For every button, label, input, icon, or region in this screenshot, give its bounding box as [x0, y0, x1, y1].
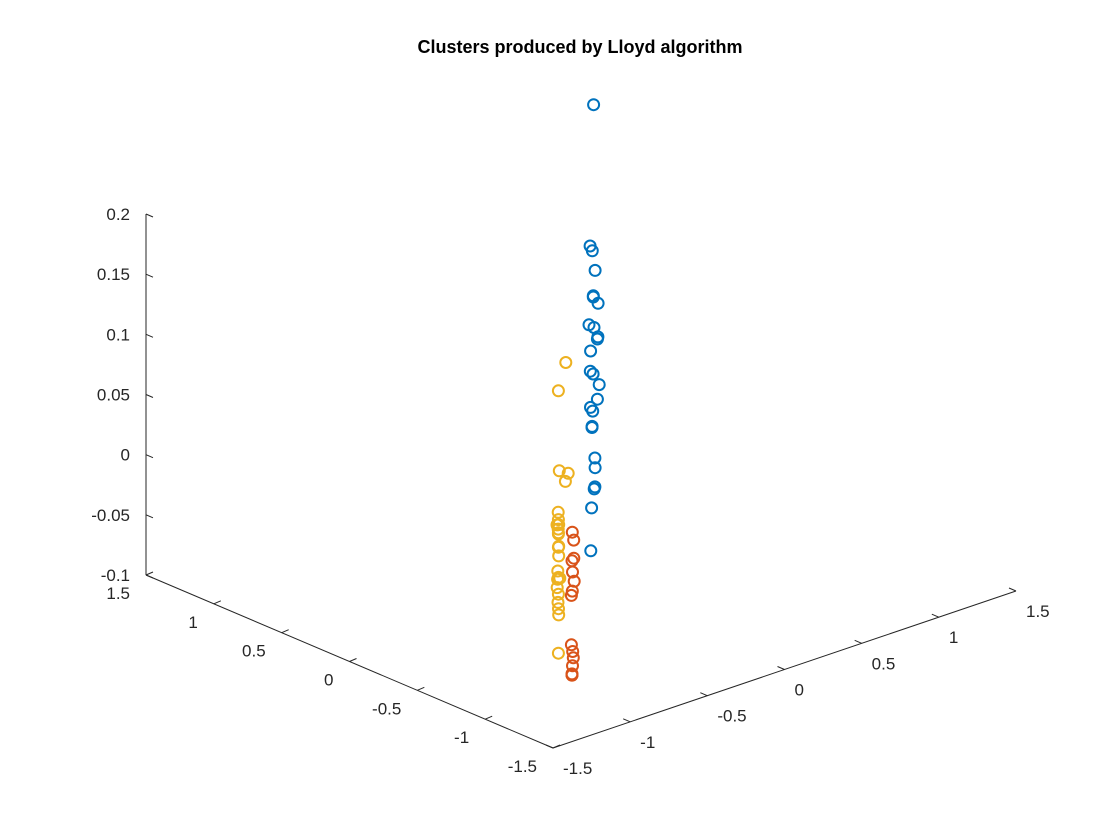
y-tick-label: 1.5	[106, 584, 130, 603]
z-tick-mark	[145, 333, 154, 338]
data-point	[565, 668, 579, 682]
y-tick-label: 0.5	[242, 642, 266, 661]
x-tick-mark	[545, 744, 554, 749]
x-tick-label: -1	[640, 733, 655, 752]
z-tick-label: -0.1	[101, 566, 130, 585]
z-tick-label: 0.05	[97, 386, 130, 405]
z-tick-label: 0.1	[106, 325, 130, 344]
data-point	[586, 367, 600, 381]
z-tick-mark	[145, 394, 154, 398]
y-tick-label: 1	[188, 613, 197, 632]
x-tick-label: 0.5	[872, 654, 896, 673]
data-point	[551, 384, 565, 398]
data-point	[551, 527, 565, 541]
data-point	[552, 464, 566, 478]
series-2	[564, 525, 581, 682]
data-point	[587, 98, 601, 112]
data-point	[553, 571, 567, 585]
y-tick-mark	[145, 571, 154, 576]
data-point	[551, 587, 565, 601]
y-axis-ticks: -1.5 -1 -0.5 0 0.5 1 1.5	[106, 571, 561, 776]
z-tick-mark	[145, 514, 154, 519]
y-tick-mark	[349, 658, 357, 662]
data-point	[551, 595, 565, 609]
plot-points	[550, 98, 606, 682]
data-point	[586, 404, 600, 418]
data-point	[558, 474, 572, 488]
data-point	[566, 565, 579, 579]
data-point	[551, 564, 565, 578]
data-point	[590, 392, 604, 406]
x-tick-label: -0.5	[717, 707, 746, 726]
data-point	[551, 513, 565, 527]
z-tick-mark	[145, 454, 154, 459]
data-point	[588, 480, 602, 494]
z-tick-label: -0.05	[91, 506, 130, 525]
data-point	[566, 651, 580, 665]
data-point	[585, 501, 599, 515]
y-tick-mark	[213, 600, 222, 605]
z-tick-mark	[145, 574, 154, 579]
data-point	[564, 638, 578, 652]
y-tick-label: -0.5	[372, 699, 401, 718]
z-tick-label: 0.15	[97, 265, 130, 284]
data-point	[591, 330, 605, 344]
y-tick-mark	[281, 629, 289, 634]
z-tick-mark	[145, 273, 154, 278]
data-point	[584, 544, 598, 558]
axes-3d: -0.1 -0.05 0 0.05 0.1 0.15 0.2 -1.5 -1 -0.5 0 0.5 1…	[91, 205, 1049, 778]
data-point	[585, 244, 599, 258]
x-tick-label: 1.5	[1026, 602, 1050, 621]
x-tick-mark	[622, 718, 631, 723]
data-point	[552, 549, 566, 563]
z-tick-mark	[145, 213, 154, 218]
chart-title: Clusters produced by Lloyd algorithm	[417, 37, 742, 57]
x-tick-mark	[777, 666, 785, 670]
z-tick-label: 0.2	[106, 205, 130, 224]
x-tick-mark	[1008, 587, 1017, 592]
series-1	[582, 98, 606, 558]
data-point	[588, 451, 602, 465]
x-tick-label: 1	[949, 628, 958, 647]
data-point	[584, 344, 598, 358]
y-tick-label: 0	[324, 671, 333, 690]
y-tick-mark	[552, 744, 561, 749]
z-tick-label: 0	[121, 446, 130, 465]
z-axis-ticks: -0.1 -0.05 0 0.05 0.1 0.15 0.2	[91, 205, 154, 585]
data-point	[552, 602, 565, 616]
x-tick-label: 0	[795, 681, 804, 700]
data-point	[552, 608, 566, 622]
x-tick-mark	[854, 639, 862, 644]
data-point	[567, 574, 581, 588]
y-tick-label: -1	[454, 728, 469, 747]
data-point	[561, 466, 575, 480]
y-tick-label: -1.5	[508, 757, 537, 776]
data-point	[559, 356, 573, 369]
data-point	[588, 263, 602, 277]
data-point	[551, 646, 565, 660]
data-point	[592, 378, 606, 392]
x-tick-mark	[931, 613, 940, 618]
data-point	[567, 551, 581, 565]
data-point	[565, 525, 579, 539]
y-tick-mark	[484, 715, 493, 720]
data-point	[567, 533, 581, 547]
series-3	[550, 356, 575, 660]
data-point	[550, 518, 564, 532]
data-point	[552, 539, 566, 553]
x-tick-mark	[700, 692, 708, 697]
data-point	[585, 421, 599, 434]
data-point	[551, 505, 565, 519]
data-point	[566, 645, 580, 658]
x-tick-label: -1.5	[563, 759, 592, 778]
data-point	[591, 296, 605, 310]
data-point	[588, 461, 602, 475]
data-point	[583, 364, 597, 378]
y-tick-mark	[417, 686, 425, 691]
x-axis-ticks: -1.5 -1 -0.5 0 0.5 1 1.5	[545, 587, 1050, 778]
data-point	[566, 659, 579, 673]
